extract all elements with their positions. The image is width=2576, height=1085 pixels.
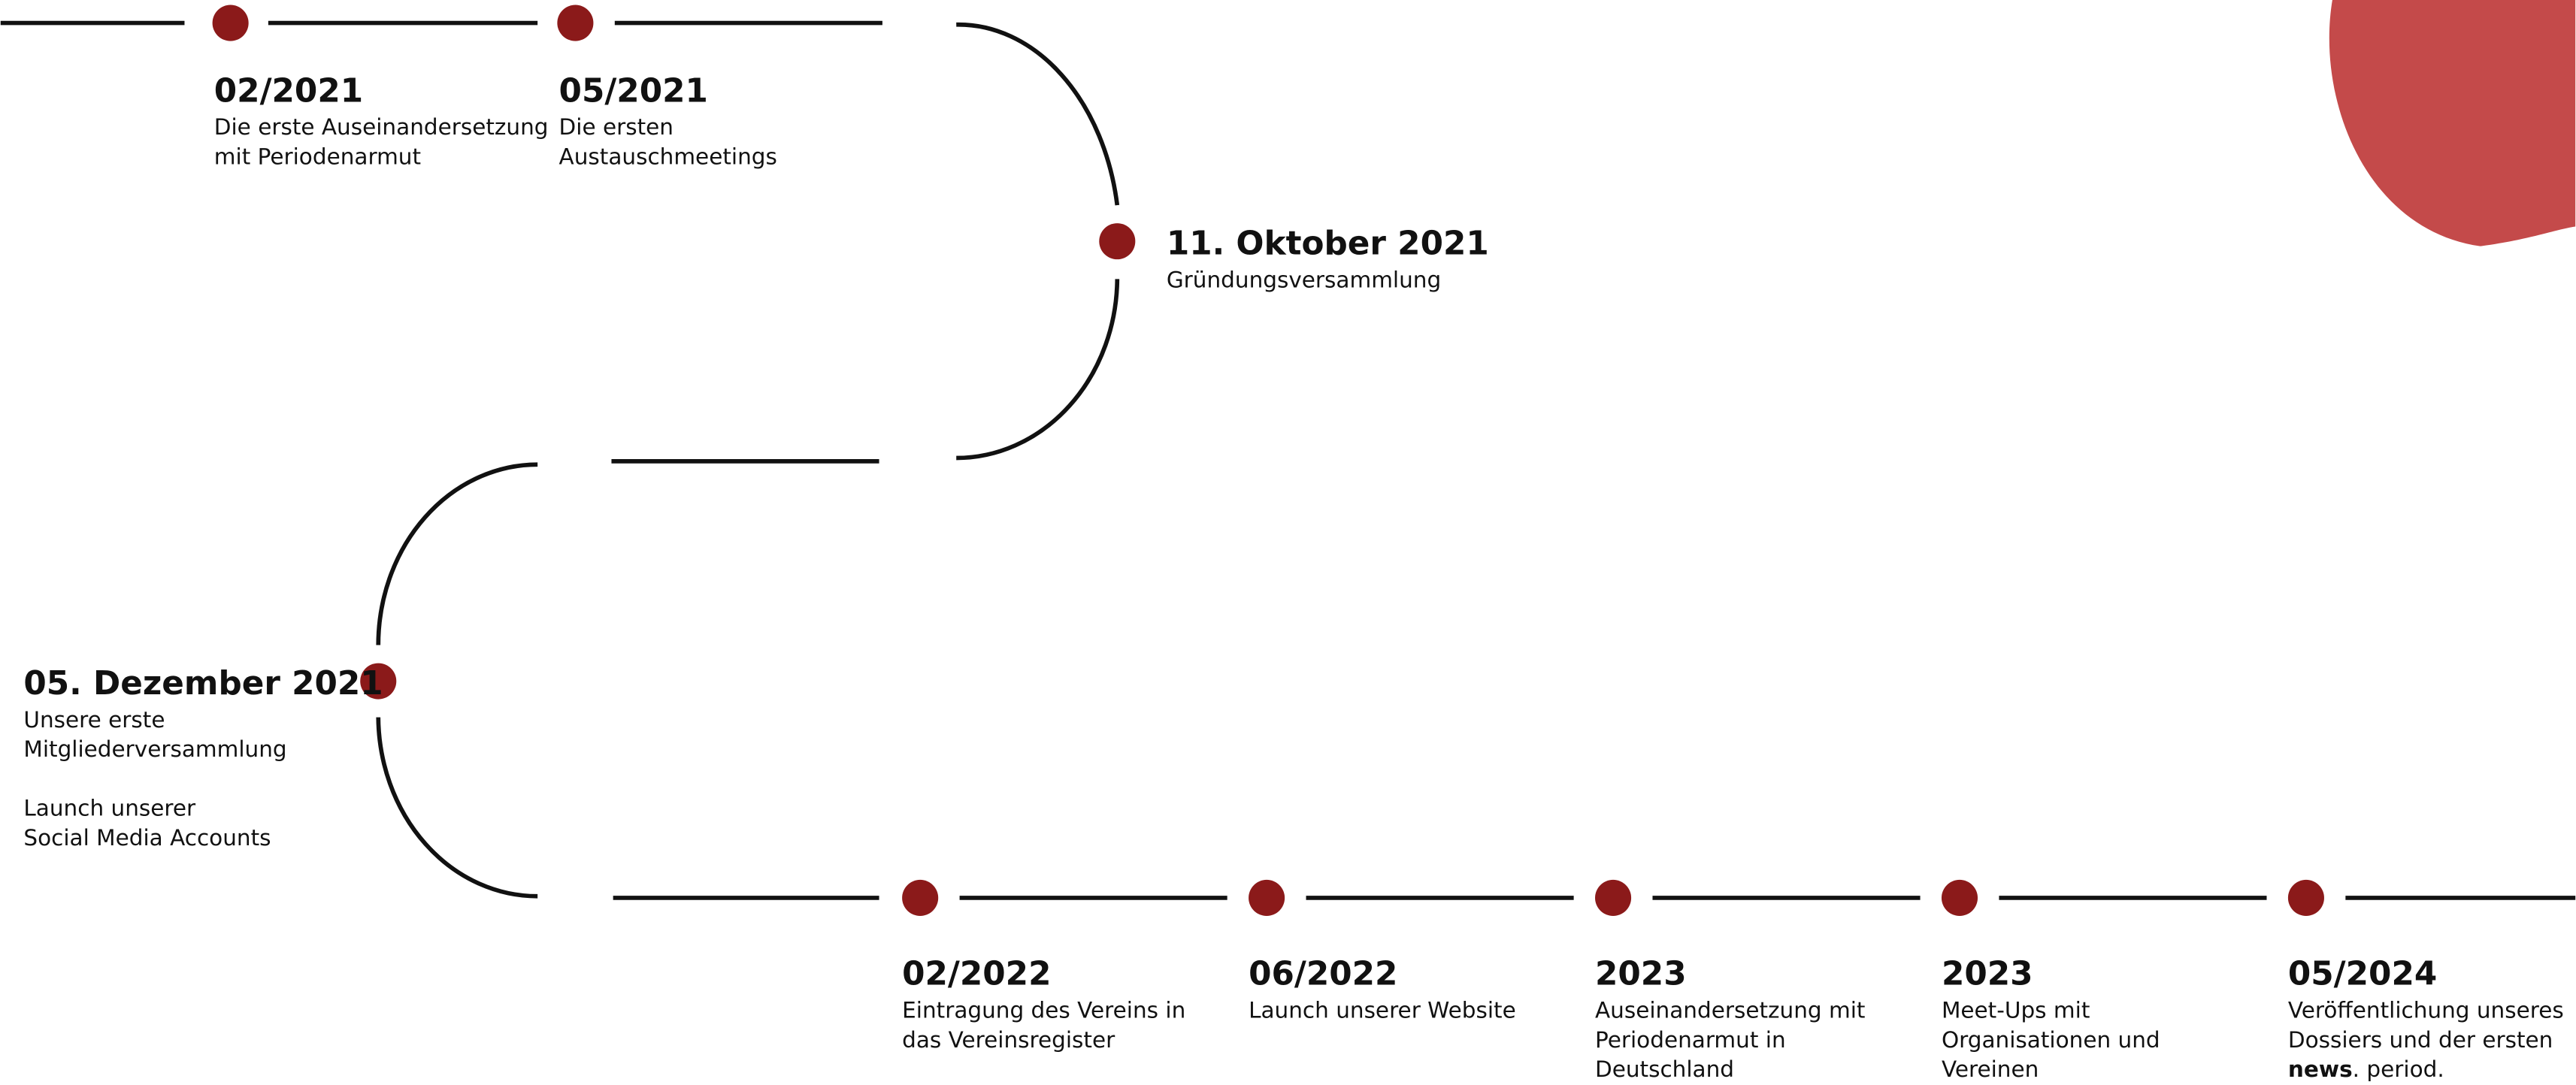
event-description: Vereinen	[1942, 1056, 2039, 1082]
event-description: Gründungsversammlung	[1167, 267, 1441, 292]
event-description: Austauschmeetings	[559, 144, 777, 169]
timeline-event: 05. Dezember 2021 Unsere erste Mitgliederv…	[23, 663, 396, 851]
event-date: 11. Oktober 2021	[1167, 225, 1489, 263]
event-description: Social Media Accounts	[23, 825, 271, 851]
event-date: 05/2024	[2288, 955, 2437, 993]
event-description: Eintragung des Vereins in	[902, 997, 1185, 1023]
event-date: 2023	[1595, 955, 1687, 993]
timeline-event: 02/2021 Die erste Auseinandersetzung mit P…	[213, 5, 549, 170]
event-date: 2023	[1942, 955, 2033, 993]
event-description: news. period.	[2288, 1056, 2444, 1082]
event-dot	[1942, 880, 1978, 916]
event-date: 06/2022	[1249, 955, 1397, 993]
decor-blob	[2329, 0, 2575, 246]
event-description: Mitgliederversammlung	[23, 736, 286, 762]
event-description: Auseinandersetzung mit	[1595, 997, 1865, 1023]
timeline-event: 05/2024 Veröffentlichung unseres Dossiers …	[2288, 880, 2564, 1082]
event-dot	[1249, 880, 1285, 916]
timeline: 02/2021 Die erste Auseinandersetzung mit P…	[0, 0, 2576, 1085]
event-description: Veröffentlichung unseres	[2288, 997, 2564, 1023]
event-dot	[1595, 880, 1631, 916]
event-dot	[213, 5, 249, 41]
text: . period.	[2353, 1056, 2444, 1082]
event-date: 05/2021	[559, 71, 708, 110]
timeline-event: 2023 Auseinandersetzung mit Periodenarmut …	[1595, 880, 1865, 1082]
event-date: 02/2021	[214, 71, 363, 110]
timeline-event: 05/2021 Die ersten Austauschmeetings	[557, 5, 776, 170]
timeline-event: 02/2022 Eintragung des Vereins in das Vere…	[902, 880, 1185, 1053]
timeline-event: 2023 Meet-Ups mit Organisationen und Verein…	[1942, 880, 2160, 1082]
timeline-event: 11. Oktober 2021 Gründungsversammlung	[1099, 223, 1489, 292]
event-description: das Vereinsregister	[902, 1027, 1115, 1053]
connector	[956, 25, 1117, 205]
event-description: Die erste Auseinandersetzung	[214, 114, 549, 140]
event-description: Dossiers und der ersten	[2288, 1027, 2553, 1053]
bold-text: news	[2288, 1056, 2353, 1082]
connector	[378, 718, 537, 896]
event-dot	[2288, 880, 2324, 916]
event-dot	[557, 5, 593, 41]
event-description: Unsere erste	[23, 707, 165, 733]
event-description: mit Periodenarmut	[214, 144, 421, 169]
event-description: Deutschland	[1595, 1056, 1734, 1082]
event-date: 05. Dezember 2021	[23, 664, 383, 703]
event-dot	[902, 880, 938, 916]
connector	[378, 464, 537, 645]
event-date: 02/2022	[902, 955, 1051, 993]
event-description: Meet-Ups mit	[1942, 997, 2090, 1023]
timeline-event: 06/2022 Launch unserer Website	[1249, 880, 1516, 1023]
event-description: Organisationen und	[1942, 1027, 2160, 1053]
event-description: Launch unserer	[23, 796, 196, 821]
connector	[956, 279, 1117, 458]
event-description: Launch unserer Website	[1249, 997, 1516, 1023]
event-description: Die ersten	[559, 114, 674, 140]
page: 02/2021 Die erste Auseinandersetzung mit P…	[0, 0, 2576, 1085]
event-description: Periodenarmut in	[1595, 1027, 1786, 1053]
event-dot	[1099, 223, 1135, 259]
